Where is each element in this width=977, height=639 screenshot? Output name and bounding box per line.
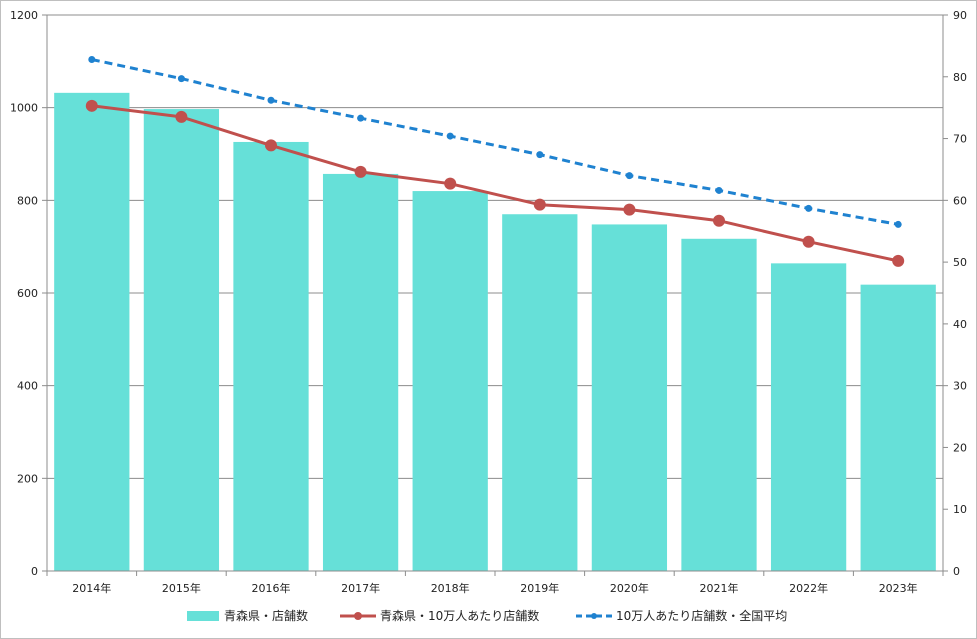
left-tick-label: 1000 (10, 102, 38, 115)
line-point (267, 96, 275, 104)
line-point (88, 55, 96, 63)
left-tick-label: 200 (17, 472, 38, 485)
right-tick-label: 30 (953, 380, 967, 393)
legend-label: 青森県・10万人あたり店舗数 (380, 608, 539, 623)
line-point (265, 139, 277, 152)
right-tick-label: 60 (953, 194, 967, 207)
aomori-per-capita-line (91, 104, 899, 263)
x-tick-label: 2023年 (879, 581, 918, 595)
line-point (892, 254, 905, 267)
left-tick-label: 600 (17, 287, 38, 300)
line-point (802, 235, 815, 248)
bar (233, 141, 309, 571)
right-tick-label: 40 (953, 318, 967, 331)
line-point (533, 198, 546, 211)
line-point (177, 75, 185, 83)
bar (681, 238, 757, 572)
left-tick-label: 400 (17, 380, 38, 393)
left-tick-label: 0 (31, 565, 38, 578)
right-tick-label: 90 (953, 9, 967, 22)
line-series (85, 55, 905, 267)
legend-swatch-marker (591, 613, 597, 619)
line-point (354, 165, 367, 178)
bar (591, 224, 668, 571)
x-tick-label: 2014年 (72, 581, 111, 595)
line-point (894, 220, 902, 228)
legend-swatch-bar (187, 611, 219, 621)
line-point (357, 114, 365, 122)
right-tick-label: 70 (953, 133, 967, 146)
line-point (175, 110, 188, 123)
x-tick-label: 2018年 (431, 581, 470, 595)
bar (502, 214, 578, 571)
x-tick-label: 2020年 (610, 581, 649, 595)
x-tick-label: 2015年 (162, 581, 201, 595)
line-point (805, 204, 813, 212)
legend-label: 10万人あたり店舗数・全国平均 (616, 608, 787, 623)
line-point (446, 132, 454, 140)
bar (322, 173, 399, 571)
x-tick-label: 2022年 (789, 581, 828, 595)
right-tick-label: 0 (953, 565, 960, 578)
legend-swatch-marker (354, 612, 362, 620)
x-tick-label: 2016年 (252, 581, 291, 595)
right-tick-label: 50 (953, 256, 967, 269)
bar-series (54, 92, 936, 572)
line-point (444, 177, 457, 190)
right-tick-label: 20 (953, 441, 967, 454)
left-tick-label: 800 (17, 194, 38, 207)
right-tick-label: 80 (953, 71, 967, 84)
x-tick-label: 2019年 (520, 581, 559, 595)
x-tick-label: 2017年 (341, 581, 380, 595)
line-point (85, 99, 98, 112)
right-tick-label: 10 (953, 503, 967, 516)
left-tick-label: 1200 (10, 9, 38, 22)
bar (412, 191, 488, 572)
bar (860, 284, 936, 571)
bar (54, 92, 130, 571)
national-average-line (91, 58, 899, 226)
legend-label: 青森県・店舗数 (224, 608, 308, 623)
line-point (715, 186, 723, 194)
bar (143, 109, 220, 571)
line-point (536, 151, 544, 159)
bar (770, 263, 847, 571)
x-tick-label: 2021年 (700, 581, 739, 595)
axes: 0 200 400 600 800 1000 1200 0 10 20 30 40 50 60 70 80 90… (10, 9, 967, 595)
line-point (713, 214, 725, 227)
line-point (623, 203, 636, 216)
line-point (625, 172, 633, 180)
legend: 青森県・店舗数 青森県・10万人あたり店舗数 10万人あたり店舗数・全国平均 (187, 608, 787, 623)
